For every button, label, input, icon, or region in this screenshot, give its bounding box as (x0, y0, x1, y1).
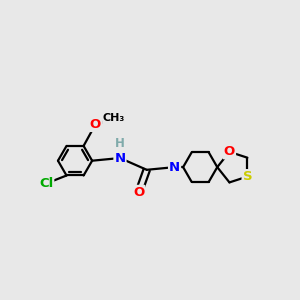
Text: O: O (90, 118, 101, 131)
Text: H: H (115, 136, 125, 149)
Text: N: N (114, 152, 125, 164)
Text: S: S (243, 170, 252, 183)
Text: CH₃: CH₃ (103, 113, 125, 123)
Text: Cl: Cl (39, 177, 53, 190)
Text: O: O (133, 186, 144, 199)
Text: O: O (224, 146, 235, 158)
Text: N: N (169, 160, 180, 174)
